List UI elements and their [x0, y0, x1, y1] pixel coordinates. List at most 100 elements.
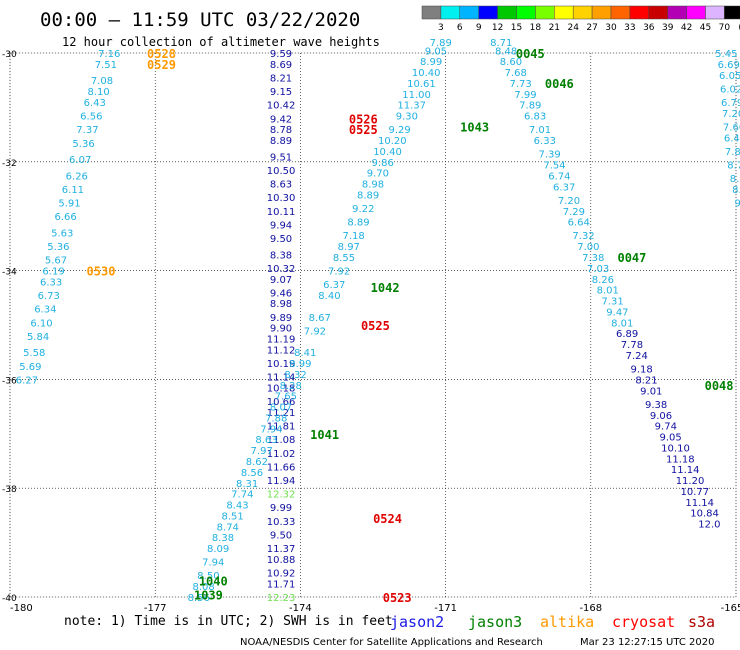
jason3-swh-value: 8.99 — [420, 57, 442, 68]
cryosat-swh-value: 8.69 — [270, 60, 292, 71]
colorbar-swatch — [497, 5, 517, 20]
jason2-swh-value: 8.48 — [495, 46, 517, 57]
jason3-swh-value: 8.50 — [197, 571, 219, 582]
jason3-swh-value: 8.98 — [362, 180, 384, 191]
colorbar-label: 42 — [681, 23, 692, 33]
footer-credit: NOAA/NESDIS Center for Satellite Applica… — [240, 637, 543, 648]
s3a-swh-value: 8.24 — [732, 185, 740, 196]
cryosat-swh-value: 9.51 — [270, 152, 292, 163]
jason3-swh-value: 8.89 — [357, 190, 379, 201]
satellite-legend-item: s3a — [688, 613, 715, 631]
track-time-label: 0047 — [617, 251, 646, 265]
y-tick-label: -40 — [2, 594, 17, 604]
altika-swh-value: 6.11 — [62, 185, 84, 196]
jason3-swh-value: 7.74 — [231, 490, 253, 501]
jason2-swh-value: 7.20 — [558, 196, 580, 207]
colorbar-swatch — [610, 5, 631, 20]
jason3-swh-value: 8.62 — [246, 457, 268, 468]
jason2-swh-value: 9.38 — [645, 400, 667, 411]
jason3-swh-value: 8.67 — [309, 313, 331, 324]
cryosat-swh-value: 11.12 — [267, 345, 296, 356]
jason2-swh-value: 7.68 — [505, 68, 527, 79]
colorbar-label: 70 — [719, 23, 731, 33]
axis-tick-labels: -180 -177 -174 -171 -168 -165 -30 -32 -34 -36 -38 -… — [2, 50, 740, 614]
jason3-swh-value: 8.09 — [207, 544, 229, 555]
altika-swh-value: 7.16 — [98, 49, 120, 60]
cryosat-swh-value: 9.42 — [270, 114, 292, 125]
jason2-swh-value: 9.01 — [640, 386, 662, 397]
s3a-swh-value: 6.69 — [718, 60, 740, 71]
cryosat-swh-value: 8.38 — [270, 250, 292, 261]
colorbar-label: 27 — [586, 23, 597, 33]
colorbar-swatch — [554, 5, 574, 20]
cryosat-swh-value: 10.32 — [267, 264, 296, 275]
jason2-swh-value: 7.54 — [543, 161, 565, 172]
s3a-swh-value: 6.02 — [720, 84, 740, 95]
colorbar-label: 3 — [438, 23, 444, 33]
jason2-swh-value: 7.73 — [509, 79, 531, 90]
jason3-swh-value: 9.29 — [388, 125, 410, 136]
jason2-swh-value: 11.20 — [676, 476, 705, 487]
altika-swh-value: 6.10 — [30, 318, 52, 329]
altika-swh-value: 5.84 — [27, 332, 49, 343]
colorbar-swatch — [705, 5, 725, 20]
cryosat-swh-value: 9.50 — [270, 234, 292, 245]
jason3-swh-value: 8.97 — [338, 242, 360, 253]
jason2-swh-value: 7.29 — [563, 207, 585, 218]
track-time-label: 0530 — [87, 265, 116, 279]
track-time-label: 0529 — [147, 58, 176, 72]
cryosat-swh-value: 8.89 — [270, 136, 292, 147]
colorbar-label: 12 — [492, 23, 503, 33]
jason2-swh-value: 11.14 — [685, 498, 714, 509]
jason2-swh-value: 9.05 — [660, 433, 682, 444]
cryosat-swh-value: 11.21 — [267, 408, 296, 419]
footer-timestamp: Mar 23 12:27:15 UTC 2020 — [580, 637, 715, 648]
colorbar-swatch — [478, 5, 498, 20]
altika-swh-value: 6.33 — [40, 277, 62, 288]
jason3-swh-value: 8.74 — [217, 522, 239, 533]
jason3-swh-value: 7.92 — [304, 326, 326, 337]
track-time-label: 1042 — [371, 281, 400, 295]
jason3-swh-value: 8.32 — [284, 370, 306, 381]
altika-swh-value: 6.43 — [84, 98, 106, 109]
cryosat-swh-value: 11.08 — [267, 435, 296, 446]
track-time-label: 0523 — [383, 591, 412, 605]
jason2-swh-value: 9.74 — [655, 422, 677, 433]
track-time-label: 0526 — [349, 112, 378, 126]
colorbar-label: 24 — [567, 23, 579, 33]
colorbar-unit: (ft) — [738, 23, 740, 33]
cryosat-swh-value: 11.81 — [267, 422, 296, 433]
grid-lines — [9, 52, 737, 598]
jason3-swh-value: 10.40 — [373, 147, 402, 158]
jason3-swh-value: 7.89 — [430, 38, 452, 49]
cryosat-swh-value: 10.42 — [267, 101, 296, 112]
jason2-swh-value: 6.64 — [568, 218, 590, 229]
altika-swh-value: 7.37 — [76, 125, 98, 136]
track-time-labels: 0528052905300526052505250524052300450046… — [87, 47, 734, 605]
jason3-swh-value: 8.89 — [347, 218, 369, 229]
altika-swh-value: 6.19 — [42, 267, 64, 278]
jason3-swh-value: 8.51 — [222, 511, 244, 522]
jason2-swh-value: 12.0 — [698, 520, 720, 531]
jason2-swh-value: 7.39 — [539, 150, 561, 161]
colorbar-label: 18 — [530, 23, 542, 33]
cryosat-swh-value: 10.30 — [267, 193, 296, 204]
jason3-swh-value: 7.88 — [265, 413, 287, 424]
s3a-swh-value: 9.42 — [735, 199, 740, 210]
colorbar-swatch — [648, 5, 668, 20]
altika-swh-value: 6.07 — [69, 155, 91, 166]
colorbar-label: 45 — [700, 23, 711, 33]
s3a-swh-value: 6.40 — [724, 133, 740, 144]
jason3-swh-value: 8.99 — [289, 359, 311, 370]
colorbar-label: 33 — [624, 23, 635, 33]
jason3-swh-value: 9.70 — [367, 169, 389, 180]
cryosat-swh-value: 8.78 — [270, 125, 292, 136]
jason2-swh-value: 7.99 — [514, 90, 536, 101]
track-time-label: 0046 — [545, 77, 574, 91]
x-tick-label: -165 — [721, 603, 740, 614]
satellite-legend-item: cryosat — [612, 613, 675, 631]
jason2-swh-value: 10.10 — [661, 443, 690, 454]
jason2-swh-value: 8.01 — [597, 286, 619, 297]
